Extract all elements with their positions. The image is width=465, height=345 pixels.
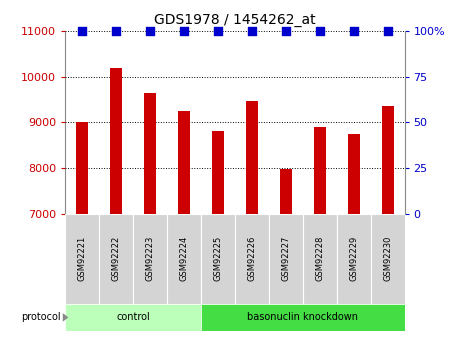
Legend: count, percentile rank within the sample: count, percentile rank within the sample <box>46 343 228 345</box>
Point <box>316 28 324 34</box>
Text: GSM92228: GSM92228 <box>315 236 324 282</box>
Bar <box>212 131 224 345</box>
Bar <box>110 68 122 345</box>
Point <box>384 28 391 34</box>
Bar <box>246 100 258 345</box>
Text: control: control <box>116 313 150 322</box>
Text: GSM92230: GSM92230 <box>383 236 392 282</box>
Text: GSM92226: GSM92226 <box>247 236 256 282</box>
Text: GSM92225: GSM92225 <box>213 236 222 282</box>
Bar <box>65 304 201 331</box>
Text: GSM92222: GSM92222 <box>112 236 120 282</box>
Text: GSM92221: GSM92221 <box>78 236 86 282</box>
Bar <box>303 214 337 304</box>
Text: GSM92229: GSM92229 <box>349 236 358 282</box>
Bar <box>269 214 303 304</box>
Point <box>248 28 255 34</box>
Text: GSM92224: GSM92224 <box>179 236 188 282</box>
Bar <box>337 214 371 304</box>
Bar <box>133 214 167 304</box>
Bar <box>167 214 201 304</box>
Text: GSM92223: GSM92223 <box>146 236 154 282</box>
Text: protocol: protocol <box>21 313 60 322</box>
Point <box>78 28 86 34</box>
Point <box>112 28 120 34</box>
Bar <box>178 111 190 345</box>
Bar <box>371 214 405 304</box>
Bar <box>144 93 156 345</box>
Point <box>214 28 221 34</box>
Bar <box>280 169 292 345</box>
Point <box>282 28 289 34</box>
Bar <box>201 304 405 331</box>
Bar <box>99 214 133 304</box>
Bar <box>382 107 393 345</box>
Text: GSM92227: GSM92227 <box>281 236 290 282</box>
Title: GDS1978 / 1454262_at: GDS1978 / 1454262_at <box>154 13 316 27</box>
Point <box>180 28 187 34</box>
Bar <box>201 214 235 304</box>
Bar <box>76 122 88 345</box>
Point <box>146 28 153 34</box>
Point <box>350 28 357 34</box>
Bar <box>314 127 325 345</box>
Bar <box>65 214 99 304</box>
Bar <box>235 214 269 304</box>
Bar <box>348 134 359 345</box>
Text: basonuclin knockdown: basonuclin knockdown <box>247 313 358 322</box>
